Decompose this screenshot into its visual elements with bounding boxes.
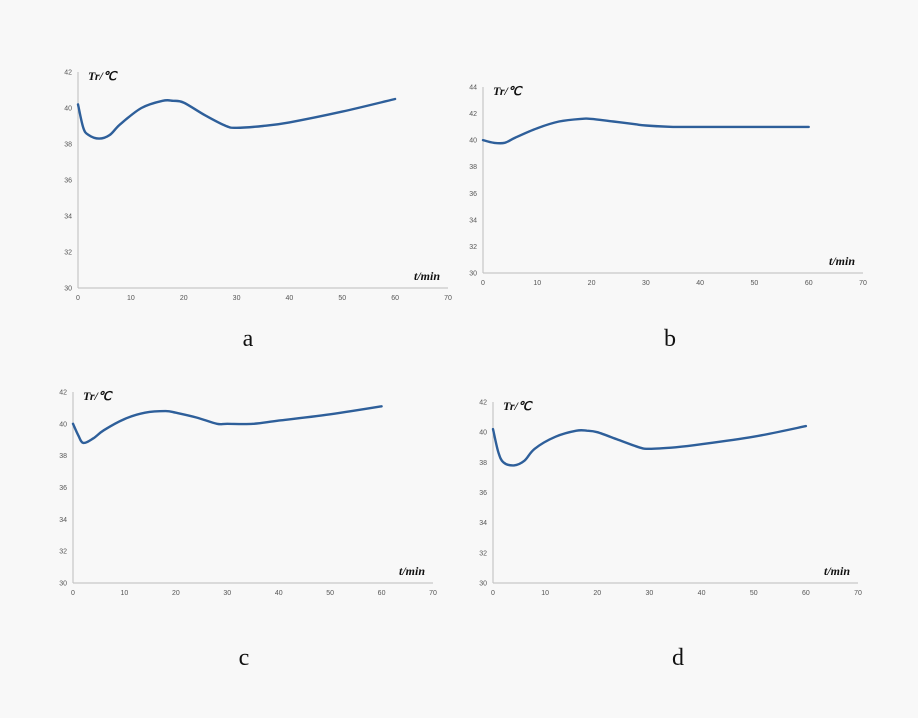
x-tick-label: 40 (275, 590, 283, 597)
x-tick-label: 0 (481, 280, 485, 287)
y-tick-label: 40 (469, 138, 477, 145)
y-tick-label: 30 (59, 581, 67, 588)
x-axis-label: t/min (414, 269, 440, 283)
x-tick-label: 60 (391, 295, 399, 302)
x-tick-label: 30 (646, 590, 654, 597)
y-tick-label: 38 (64, 142, 72, 149)
x-tick-label: 30 (642, 280, 650, 287)
x-tick-label: 10 (541, 590, 549, 597)
x-tick-label: 40 (698, 590, 706, 597)
x-tick-label: 20 (172, 590, 180, 597)
y-tick-label: 38 (469, 164, 477, 171)
y-tick-label: 34 (59, 517, 67, 524)
y-tick-label: 44 (469, 85, 477, 92)
y-tick-label: 40 (479, 430, 487, 437)
y-tick-label: 32 (64, 250, 72, 257)
y-tick-label: 36 (469, 191, 477, 198)
x-tick-label: 60 (805, 280, 813, 287)
x-tick-label: 20 (180, 295, 188, 302)
panel-label-a: a (242, 326, 254, 352)
y-tick-label: 38 (59, 453, 67, 460)
y-axis-label: Tr/℃ (503, 399, 533, 413)
x-axis-label: t/min (829, 254, 855, 268)
y-tick-label: 38 (479, 460, 487, 467)
panel-label-b: b (664, 326, 676, 352)
x-tick-label: 20 (593, 590, 601, 597)
y-tick-label: 36 (479, 490, 487, 497)
y-tick-label: 36 (64, 178, 72, 185)
y-tick-label: 30 (64, 286, 72, 293)
x-tick-label: 0 (71, 590, 75, 597)
series-line-0 (481, 117, 810, 145)
y-tick-label: 34 (469, 217, 477, 224)
y-tick-label: 32 (59, 549, 67, 556)
chart-panel-d: 30 32 34 36 38 40 42 0 10 20 30 40 50 60 70 Tr/℃ t/min (465, 390, 870, 605)
x-tick-label: 10 (121, 590, 129, 597)
chart-panel-a: 30 32 34 36 38 40 42 0 10 20 30 40 50 60 70 Tr/℃ t/min (50, 60, 460, 310)
y-axis-label: Tr/℃ (493, 84, 523, 98)
x-tick-label: 70 (859, 280, 867, 287)
y-tick-label: 30 (469, 271, 477, 278)
y-tick-label: 30 (479, 581, 487, 588)
y-tick-label: 42 (469, 111, 477, 118)
x-tick-label: 0 (76, 295, 80, 302)
x-axis-label: t/min (824, 564, 850, 578)
x-tick-label: 30 (233, 295, 241, 302)
x-axis-label: t/min (399, 564, 425, 578)
x-tick-label: 50 (750, 590, 758, 597)
y-axis-label: Tr/℃ (88, 69, 118, 83)
chart-panel-b: 30 32 34 36 38 40 42 44 0 10 20 30 40 50 60 70 Tr/℃ t/min (455, 75, 875, 295)
y-tick-label: 34 (64, 214, 72, 221)
x-tick-label: 50 (751, 280, 759, 287)
x-tick-label: 0 (491, 590, 495, 597)
x-tick-label: 50 (326, 590, 334, 597)
x-tick-label: 60 (802, 590, 810, 597)
series-line-0 (71, 405, 383, 445)
chart-svg-c: 30 32 34 36 38 40 42 0 10 20 30 40 50 60 70 Tr/℃ t/min (59, 389, 437, 597)
x-tick-label: 70 (854, 590, 862, 597)
x-tick-label: 40 (286, 295, 294, 302)
x-tick-label: 60 (378, 590, 386, 597)
x-tick-label: 20 (588, 280, 596, 287)
x-tick-label: 50 (338, 295, 346, 302)
chart-svg-a: 30 32 34 36 38 40 42 0 10 20 30 40 50 60 70 Tr/℃ t/min (64, 69, 452, 302)
x-tick-label: 10 (127, 295, 135, 302)
y-tick-label: 42 (479, 400, 487, 407)
panel-label-c: c (238, 645, 250, 671)
y-tick-label: 42 (59, 390, 67, 397)
y-tick-label: 32 (479, 550, 487, 557)
y-tick-label: 40 (64, 106, 72, 113)
y-tick-label: 34 (479, 520, 487, 527)
x-tick-label: 70 (444, 295, 452, 302)
x-tick-label: 70 (429, 590, 437, 597)
y-tick-label: 42 (64, 70, 72, 77)
chart-panel-c: 30 32 34 36 38 40 42 0 10 20 30 40 50 60 70 Tr/℃ t/min (45, 380, 445, 605)
panel-label-d: d (672, 645, 684, 671)
y-tick-label: 32 (469, 244, 477, 251)
series-line-0 (76, 97, 397, 140)
chart-svg-d: 30 32 34 36 38 40 42 0 10 20 30 40 50 60 70 Tr/℃ t/min (479, 399, 862, 597)
x-tick-label: 40 (696, 280, 704, 287)
x-tick-label: 10 (533, 280, 541, 287)
y-axis-label: Tr/℃ (83, 389, 113, 403)
y-tick-label: 40 (59, 421, 67, 428)
y-tick-label: 36 (59, 485, 67, 492)
chart-svg-b: 30 32 34 36 38 40 42 44 0 10 20 30 40 50 60 70 Tr/℃ t/min (469, 84, 867, 287)
x-tick-label: 30 (223, 590, 231, 597)
series-line-0 (491, 424, 808, 467)
